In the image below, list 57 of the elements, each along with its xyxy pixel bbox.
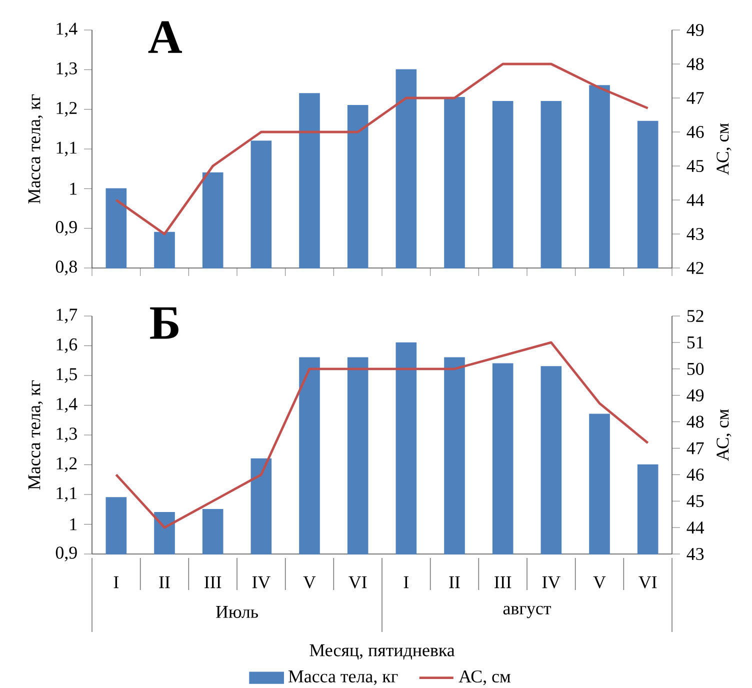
y2-tick-label: 45 <box>686 495 704 508</box>
y-tick-label: 0,9 <box>56 220 77 236</box>
legend-label: Масса тела, кг <box>288 670 398 686</box>
y2-tick-label: 50 <box>687 362 704 375</box>
y2-tick-label: 43 <box>686 228 704 240</box>
y2-tick-label: 47 <box>686 92 704 104</box>
y-tick-label: 1,5 <box>56 368 77 383</box>
x-tick-label: I <box>404 576 409 588</box>
y-tick-label: 1 <box>70 182 77 195</box>
y2-tick-label: 44 <box>686 522 704 534</box>
y-tick-label: 1,1 <box>56 142 77 156</box>
y-tick-label: 1,2 <box>56 102 77 117</box>
y-axis-title: Масса тела, кг <box>28 94 43 204</box>
y2-tick-label: 49 <box>686 24 704 36</box>
x-tick-label: V <box>303 576 316 588</box>
y2-tick-label: 47 <box>686 442 704 454</box>
y-axis-title: Масса тела, кг <box>28 380 43 490</box>
y2-tick-label: 48 <box>686 58 704 70</box>
y2-tick-label: 46 <box>686 468 704 481</box>
x-tick-label: III <box>494 576 512 588</box>
y-tick-label: 1,1 <box>56 487 77 502</box>
y-tick-label: 0,8 <box>56 260 77 276</box>
x-tick-label: II <box>159 576 170 588</box>
text: август <box>503 606 551 618</box>
y-tick-label: 1,2 <box>56 457 77 472</box>
y2-axis-title: АС, см <box>716 409 732 461</box>
x-tick-label: II <box>449 576 460 588</box>
x-tick-label: IV <box>542 576 560 588</box>
y2-tick-label: 46 <box>686 126 704 138</box>
y-tick-label: 1,7 <box>56 308 78 324</box>
x-tick-label: V <box>593 576 606 588</box>
chart-title: А <box>148 21 182 53</box>
y2-tick-label: 45 <box>686 160 704 172</box>
y2-tick-label: 52 <box>687 310 704 322</box>
x-tick-label: I <box>114 576 119 588</box>
y-tick-label: 1,3 <box>56 62 77 77</box>
y-tick-label: 0,9 <box>56 546 77 562</box>
y-tick-label: 1,3 <box>56 428 77 442</box>
y2-axis-title: АС, см <box>716 123 732 175</box>
y-tick-label: 1,4 <box>56 22 78 38</box>
y2-tick-label: 48 <box>686 416 704 428</box>
x-tick-label: VI <box>638 576 657 588</box>
legend-label: АС, см <box>458 670 510 686</box>
x-tick-label: IV <box>252 576 270 588</box>
y-tick-label: 1,4 <box>56 398 78 413</box>
text: Июль <box>216 606 258 618</box>
y2-tick-label: 43 <box>686 548 704 560</box>
x-tick-label: VI <box>348 576 367 588</box>
chart-title: Б <box>150 307 178 339</box>
y-tick-label: 1 <box>70 518 77 530</box>
y2-tick-label: 51 <box>687 336 704 348</box>
y2-tick-label: 49 <box>686 389 704 402</box>
y2-tick-label: 44 <box>686 194 704 206</box>
y2-tick-label: 42 <box>686 262 704 274</box>
x-axis-title: Месяц, пятидневка <box>310 644 455 660</box>
x-tick-label: III <box>204 576 222 588</box>
y-tick-label: 1,6 <box>56 338 78 354</box>
